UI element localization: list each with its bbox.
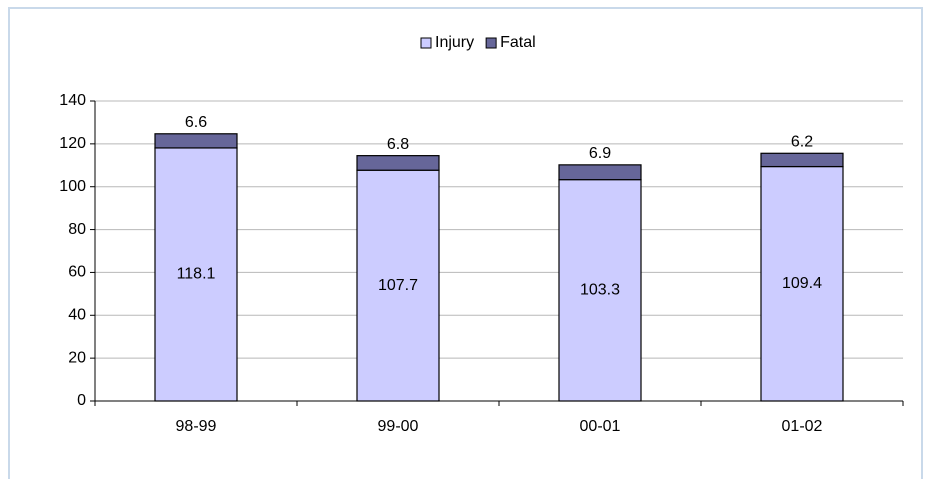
bar-segment (558, 179, 642, 402)
x-tick-label: 00-01 (580, 418, 621, 435)
bar-segment (760, 152, 844, 168)
legend-swatch (485, 37, 497, 49)
data-label: 107.7 (378, 277, 418, 294)
bar-segment (760, 165, 844, 402)
legend-label: Injury (435, 34, 474, 51)
y-tick-label: 100 (59, 178, 86, 195)
data-label: 109.4 (782, 275, 822, 292)
legend-swatch (420, 37, 432, 49)
y-tick-label: 80 (68, 221, 86, 238)
bar-segment (356, 169, 440, 402)
y-tick-label: 40 (68, 307, 86, 324)
x-tick-label: 99-00 (378, 418, 419, 435)
x-tick-label: 98-99 (176, 418, 217, 435)
data-label: 6.8 (387, 136, 409, 153)
y-tick-label: 140 (59, 92, 86, 109)
bar-segment (356, 155, 440, 171)
data-label: 118.1 (177, 266, 216, 283)
data-label: 6.2 (791, 134, 813, 151)
data-label: 103.3 (580, 282, 620, 299)
data-label: 6.6 (185, 114, 207, 131)
y-tick-label: 0 (77, 392, 86, 409)
bar-segment (154, 133, 238, 149)
data-label: 6.9 (589, 145, 611, 162)
y-tick-label: 20 (68, 349, 86, 366)
bar-segment (154, 147, 238, 402)
y-tick-label: 120 (59, 135, 86, 152)
y-tick-label: 60 (68, 264, 86, 281)
x-tick-label: 01-02 (782, 418, 823, 435)
bar-segment (558, 164, 642, 181)
legend-label: Fatal (500, 34, 536, 51)
